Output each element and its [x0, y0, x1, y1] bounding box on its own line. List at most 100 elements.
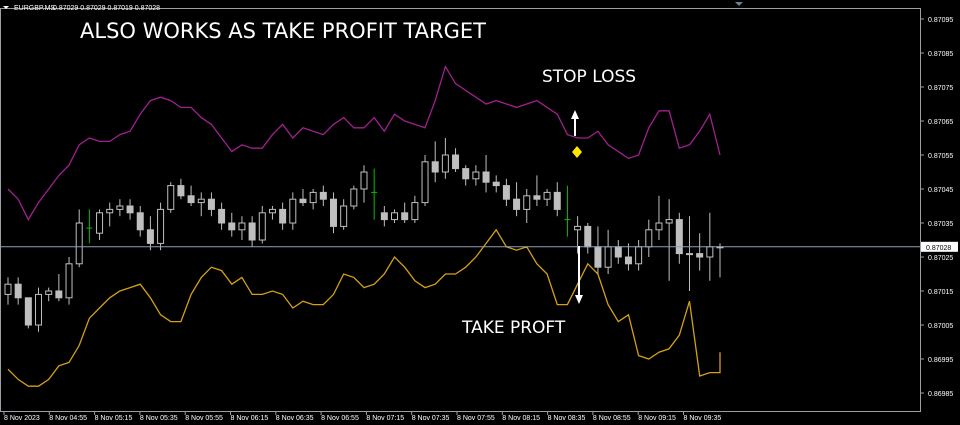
candle — [167, 182, 175, 213]
candle — [268, 206, 276, 220]
candle-body — [116, 205, 124, 210]
candle-body — [35, 293, 43, 326]
candle-body — [197, 198, 205, 204]
candle-body — [604, 246, 612, 268]
symbol-dropdown-icon[interactable] — [3, 6, 9, 9]
candle-body — [218, 208, 226, 224]
candle-body — [421, 161, 429, 204]
candle — [340, 199, 348, 230]
candle — [441, 138, 449, 179]
candle-body — [146, 229, 154, 244]
candle-body — [299, 198, 307, 204]
candle-body — [431, 161, 439, 173]
candle-body — [411, 202, 419, 221]
candle-body — [319, 191, 327, 200]
candle-body — [289, 198, 297, 224]
candle-body — [24, 297, 32, 326]
candle — [86, 209, 93, 244]
candle — [238, 216, 246, 240]
price-axis: 0.87095 0.87085 0.87075 0.87065 0.87055 0.870… — [920, 17, 953, 398]
candle-body — [706, 246, 714, 258]
candle-body — [55, 290, 63, 299]
candle — [187, 185, 195, 206]
x-tick-label: 8 Nov 08:55 — [593, 415, 631, 422]
candle-body — [157, 208, 165, 244]
take-profit-arrow-icon — [575, 246, 583, 304]
candle — [218, 202, 226, 230]
candle — [106, 202, 114, 227]
candle — [319, 185, 327, 206]
candle — [116, 199, 124, 217]
y-tick-label: 0.87075 — [928, 85, 953, 92]
candle — [371, 168, 378, 220]
candle-body — [177, 185, 185, 197]
stop-loss-arrow-icon — [571, 110, 579, 136]
candle — [685, 216, 693, 291]
candle-body — [452, 154, 460, 170]
candle — [543, 189, 551, 206]
y-tick-label: 0.87015 — [928, 289, 953, 296]
signal-diamond-icon — [572, 146, 582, 158]
candle — [696, 233, 704, 271]
time-axis: 8 Nov 2023 8 Nov 04:55 8 Nov 05:15 8 Nov 05… — [3, 411, 722, 422]
candle-body — [513, 198, 521, 210]
candle-body — [360, 171, 368, 190]
candle-body — [482, 171, 490, 183]
candle-body — [543, 191, 551, 200]
candle-body — [126, 205, 134, 214]
candle — [624, 243, 632, 271]
candle-body — [228, 222, 236, 231]
annotation-take-profit: TAKE PROFT — [461, 318, 566, 338]
y-tick-label: 0.87045 — [928, 187, 953, 194]
chart-shift-marker-icon[interactable] — [735, 2, 743, 6]
x-tick-label: 8 Nov 06:15 — [231, 415, 269, 422]
candle-body — [685, 253, 693, 256]
candle — [482, 155, 490, 193]
candle-body — [309, 191, 317, 204]
y-tick-label: 0.87025 — [928, 255, 953, 262]
candle-body — [696, 253, 704, 258]
candle — [289, 192, 297, 230]
candle-body — [523, 195, 531, 210]
candle — [502, 178, 510, 206]
x-tick-label: 8 Nov 08:15 — [502, 415, 540, 422]
y-tick-label: 0.86995 — [928, 357, 953, 364]
candle-body — [258, 212, 266, 241]
candle-body — [187, 195, 195, 204]
ohlc-readout: 0.87029 0.87029 0.87019 0.87028 — [53, 5, 160, 12]
candle — [411, 195, 419, 223]
candle — [655, 195, 663, 240]
candle-body — [675, 219, 683, 255]
candle-body — [441, 154, 449, 173]
candle-body — [136, 212, 144, 231]
candle-body — [279, 208, 287, 224]
x-tick-label: 8 Nov 04:55 — [49, 415, 87, 422]
candle — [45, 287, 53, 302]
candle-body — [4, 283, 12, 295]
candle — [472, 165, 480, 186]
y-tick-label: 0.87005 — [928, 323, 953, 330]
current-price-line: 0.87028 — [0, 241, 958, 252]
candle-body — [268, 208, 276, 214]
candle-body — [594, 246, 602, 268]
x-tick-label: 8 Nov 07:15 — [366, 415, 404, 422]
candle-body — [75, 222, 83, 265]
y-tick-label: 0.87065 — [928, 119, 953, 126]
candle-body — [350, 188, 358, 207]
candle — [177, 178, 185, 200]
candle-body — [238, 222, 246, 231]
x-tick-label: 8 Nov 09:35 — [684, 415, 722, 422]
lower-band-line — [7, 228, 721, 387]
candle — [197, 192, 205, 217]
candle — [431, 141, 439, 183]
candle — [462, 165, 470, 186]
candle — [564, 185, 571, 237]
candle — [279, 202, 287, 230]
candle — [553, 182, 561, 217]
candle-body — [391, 212, 399, 221]
candle — [96, 209, 104, 240]
candle — [14, 277, 22, 305]
candle-body — [329, 198, 337, 227]
candle-body — [492, 181, 500, 187]
